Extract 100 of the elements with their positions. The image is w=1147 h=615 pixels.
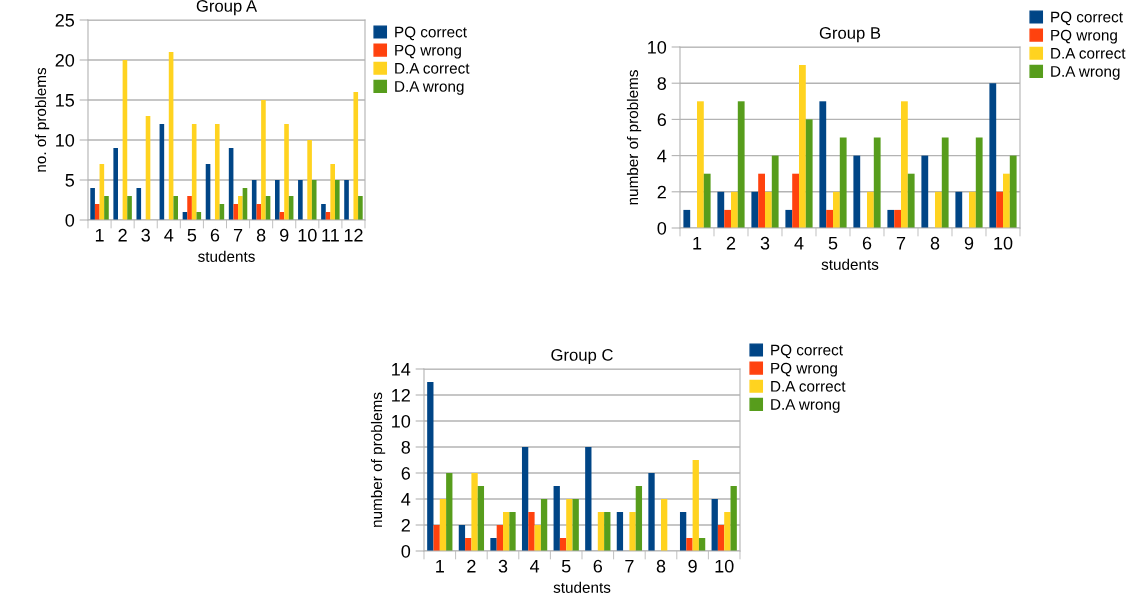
bar (717, 191, 725, 228)
bar (839, 137, 847, 228)
x-tick-label: 8 (256, 228, 266, 242)
bar (873, 137, 881, 228)
bar (683, 209, 691, 228)
x-axis-title: students (553, 581, 611, 593)
bar (196, 212, 202, 220)
bar (553, 486, 560, 551)
x-tick-label: 6 (593, 559, 603, 573)
y-tick-label: 0 (401, 544, 411, 558)
bar (771, 155, 779, 228)
bar (127, 196, 132, 220)
x-tick-label: 2 (118, 228, 127, 242)
y-tick-label: 2 (401, 518, 410, 532)
bar (711, 499, 718, 551)
x-tick-label: 3 (141, 228, 150, 242)
bar (703, 173, 711, 228)
bar (433, 525, 440, 551)
bar (251, 180, 257, 220)
bar (477, 486, 485, 551)
legend-label: D.A correct (1051, 48, 1126, 59)
bar (344, 180, 349, 220)
legend-label: PQ correct (771, 344, 843, 359)
bar (737, 101, 745, 228)
x-axis-title: students (821, 258, 879, 270)
y-axis-title: no. of problems (34, 67, 50, 172)
bar (597, 512, 605, 551)
legend-label: D.A correct (771, 381, 846, 392)
chart-title: Group C (551, 349, 613, 365)
x-tick-label: 4 (529, 560, 540, 573)
x-tick-label: 3 (760, 236, 770, 250)
bar (907, 173, 915, 228)
bar (955, 191, 963, 228)
y-tick-label: 0 (657, 221, 667, 235)
bar (471, 473, 478, 551)
x-tick-label: 10 (715, 559, 734, 573)
x-tick-label: 9 (964, 236, 974, 250)
bar (616, 512, 624, 551)
bar (1009, 155, 1017, 228)
y-tick-label: 0 (65, 213, 75, 227)
x-tick-label: 9 (688, 559, 697, 573)
y-tick-label: 10 (56, 133, 75, 147)
bar (724, 209, 731, 228)
x-tick-label: 10 (298, 228, 317, 242)
bar (661, 499, 668, 551)
bar (697, 101, 704, 228)
bar (805, 119, 813, 228)
y-tick-label: 5 (65, 174, 75, 187)
bar (274, 180, 280, 220)
legend-label: PQ wrong (395, 44, 461, 59)
x-tick-label: 6 (862, 236, 872, 250)
x-tick-label: 10 (994, 236, 1013, 250)
x-tick-label: 1 (436, 560, 444, 573)
x-tick-label: 12 (344, 228, 363, 242)
y-axis-title: number of problems (626, 70, 642, 205)
x-tick-label: 5 (187, 229, 197, 242)
bar (261, 100, 266, 220)
y-axis-title: number of problems (370, 392, 386, 527)
bar (724, 512, 731, 551)
bar (717, 525, 725, 551)
legend-label: D.A wrong (771, 399, 840, 413)
bar (901, 101, 908, 228)
legend-label: PQ wrong (771, 362, 837, 377)
bar (509, 512, 516, 551)
y-tick-label: 4 (657, 149, 667, 163)
y-tick-label: 6 (401, 466, 411, 480)
bar (528, 512, 535, 551)
y-tick-label: 12 (392, 388, 410, 402)
bar (439, 499, 447, 551)
bar (679, 512, 687, 551)
x-tick-label: 8 (930, 236, 940, 250)
bar (458, 525, 466, 551)
bar (358, 196, 363, 220)
x-tick-label: 7 (625, 560, 634, 573)
legend-label: D.A wrong (395, 81, 464, 95)
bar (765, 191, 772, 228)
x-tick-label: 11 (322, 229, 339, 242)
y-tick-label: 6 (657, 113, 667, 127)
x-tick-label: 4 (164, 229, 174, 242)
bar (284, 124, 289, 220)
bar (298, 180, 303, 220)
bar (427, 382, 434, 551)
bar (833, 191, 840, 228)
bar (173, 196, 179, 220)
bar (975, 137, 983, 228)
bar (94, 204, 100, 220)
bar (330, 164, 335, 220)
bar (1003, 173, 1010, 228)
x-tick-label: 4 (794, 237, 804, 250)
bar (785, 209, 793, 228)
bar (826, 209, 833, 228)
bar (104, 196, 109, 220)
bar (686, 538, 693, 551)
bar (996, 191, 1003, 228)
bar (935, 191, 942, 228)
bar (585, 447, 592, 551)
bar (648, 473, 655, 551)
y-tick-label: 10 (648, 40, 667, 54)
x-tick-label: 7 (233, 229, 243, 242)
bar (136, 188, 142, 220)
